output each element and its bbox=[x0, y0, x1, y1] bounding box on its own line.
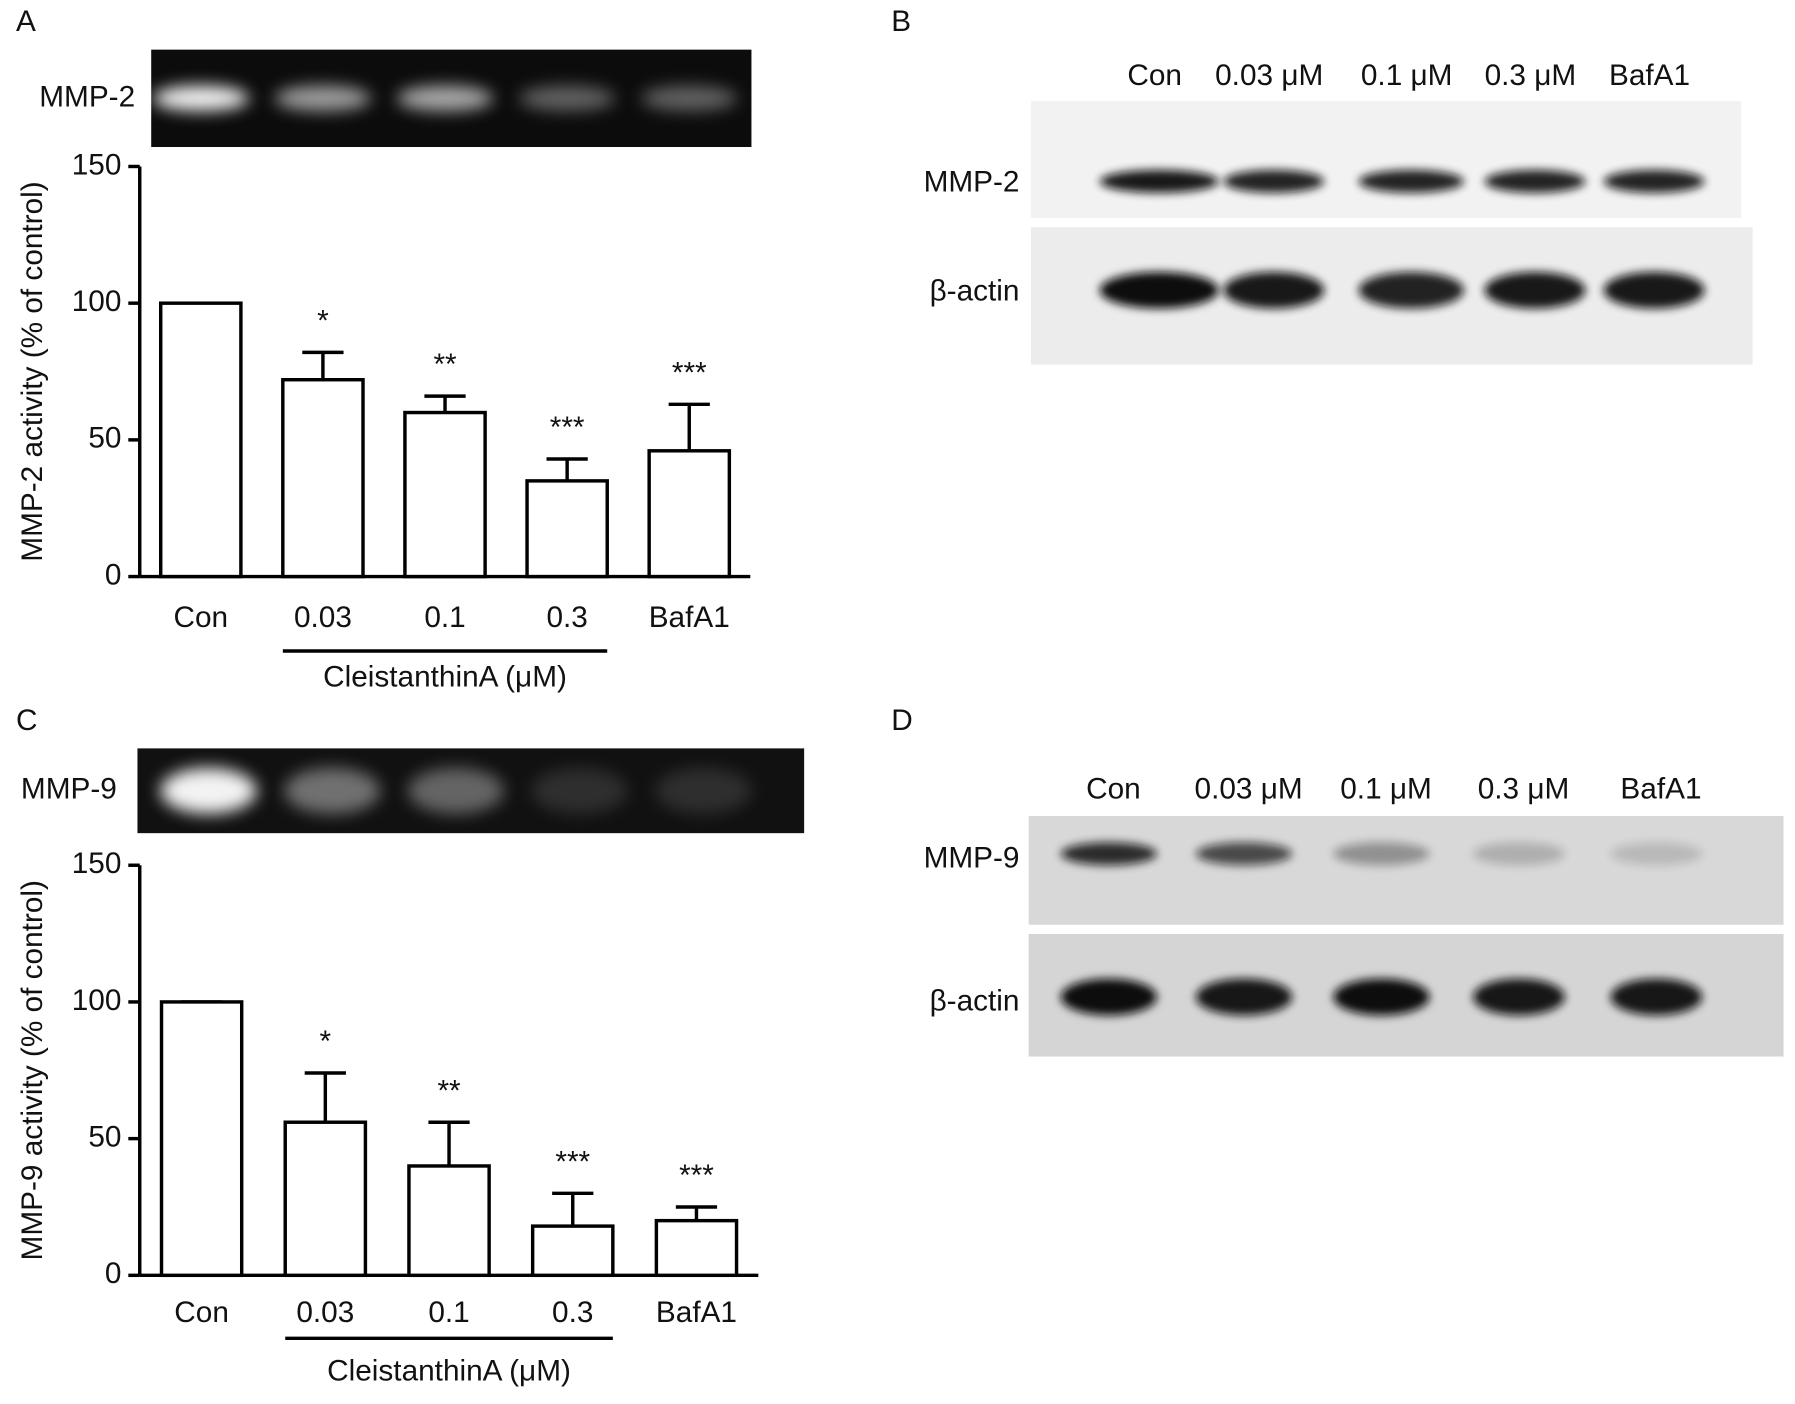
y-axis-label: MMP-2 activity (% of control) bbox=[16, 181, 49, 561]
bar bbox=[407, 1164, 491, 1278]
significance: ** bbox=[437, 1074, 461, 1107]
gel-band bbox=[531, 767, 628, 814]
gel-band bbox=[519, 85, 616, 111]
y-axis-label: MMP-9 activity (% of control) bbox=[16, 880, 49, 1260]
gel-band bbox=[284, 767, 381, 814]
y-tick-label: 150 bbox=[72, 148, 122, 181]
gel-band bbox=[396, 85, 494, 111]
blot-band bbox=[1333, 842, 1430, 866]
gel-label: MMP-9 bbox=[21, 773, 117, 806]
panel-label: D bbox=[891, 704, 913, 737]
significance: *** bbox=[679, 1159, 714, 1192]
significance: *** bbox=[672, 356, 707, 389]
y-tick-label: 100 bbox=[72, 984, 122, 1017]
bar bbox=[654, 1218, 739, 1278]
significance: ** bbox=[433, 348, 457, 381]
blot-band bbox=[1484, 271, 1586, 309]
y-tick-label: 0 bbox=[105, 558, 122, 591]
y-tick-label: 50 bbox=[88, 422, 121, 455]
y-tick-label: 50 bbox=[88, 1120, 121, 1153]
lane-label: Con bbox=[1127, 59, 1182, 92]
blot-band bbox=[1223, 271, 1325, 309]
y-tick-label: 0 bbox=[105, 1257, 122, 1290]
blot-band bbox=[1099, 169, 1219, 193]
blot-band bbox=[1223, 169, 1325, 193]
blot-band bbox=[1603, 271, 1705, 309]
bar bbox=[281, 378, 365, 579]
significance: * bbox=[320, 1025, 332, 1058]
blot-band bbox=[1484, 169, 1586, 193]
blot-band bbox=[1060, 978, 1157, 1016]
row-label: MMP-2 bbox=[924, 166, 1020, 199]
panel-label: A bbox=[16, 5, 36, 38]
blot-band bbox=[1358, 271, 1464, 309]
significance: * bbox=[317, 304, 329, 337]
panel-label: B bbox=[891, 5, 911, 38]
x-tick-label: BafA1 bbox=[649, 601, 730, 634]
lane-label: 0.3 μM bbox=[1478, 773, 1570, 806]
blot-band bbox=[1195, 978, 1293, 1016]
x-tick-label: 0.3 bbox=[546, 601, 587, 634]
significance: *** bbox=[550, 411, 585, 444]
row-label: β-actin bbox=[930, 274, 1020, 307]
bar bbox=[159, 1000, 244, 1278]
bar bbox=[158, 301, 243, 579]
blot-band bbox=[1610, 842, 1703, 866]
gel-band bbox=[641, 85, 738, 111]
x-tick-label: BafA1 bbox=[656, 1296, 737, 1329]
bar bbox=[403, 410, 487, 579]
gel-band bbox=[655, 767, 752, 814]
gel-band bbox=[274, 85, 372, 111]
blot-band bbox=[1610, 978, 1703, 1016]
y-tick-label: 100 bbox=[72, 285, 122, 318]
blot-band bbox=[1060, 842, 1157, 866]
bar bbox=[530, 1224, 615, 1278]
row-label: β-actin bbox=[930, 985, 1020, 1018]
lane-label: Con bbox=[1086, 773, 1141, 806]
x-tick-label: 0.03 bbox=[296, 1296, 354, 1329]
lane-label: 0.03 μM bbox=[1215, 59, 1323, 92]
bar bbox=[525, 479, 609, 579]
lane-label: 0.1 μM bbox=[1361, 59, 1453, 92]
gel-band bbox=[160, 767, 257, 814]
row-label: MMP-9 bbox=[924, 841, 1020, 874]
blot-band bbox=[1603, 169, 1705, 193]
blot-band bbox=[1099, 271, 1219, 309]
significance: *** bbox=[555, 1145, 590, 1178]
gel-label: MMP-2 bbox=[39, 81, 135, 114]
lane-label: 0.03 μM bbox=[1195, 773, 1303, 806]
bar bbox=[283, 1120, 368, 1278]
lane-label: 0.3 μM bbox=[1485, 59, 1577, 92]
group-label: CleistanthinA (μM) bbox=[323, 660, 567, 693]
lane-label: BafA1 bbox=[1620, 773, 1701, 806]
blot-band bbox=[1195, 842, 1293, 866]
x-tick-label: 0.1 bbox=[428, 1296, 469, 1329]
blot-strip bbox=[1028, 815, 1784, 925]
blot-band bbox=[1473, 842, 1565, 866]
lane-label: BafA1 bbox=[1609, 59, 1690, 92]
x-tick-label: 0.03 bbox=[294, 601, 352, 634]
x-tick-label: Con bbox=[174, 1296, 229, 1329]
panel-label: C bbox=[16, 704, 37, 737]
x-tick-label: Con bbox=[174, 601, 229, 634]
blot-band bbox=[1358, 169, 1464, 193]
x-tick-label: 0.3 bbox=[552, 1296, 593, 1329]
blot-strip bbox=[1030, 101, 1742, 219]
lane-label: 0.1 μM bbox=[1340, 773, 1432, 806]
blot-band bbox=[1473, 978, 1565, 1016]
blot-band bbox=[1333, 978, 1430, 1016]
gel-band bbox=[407, 767, 505, 814]
gel-band bbox=[152, 85, 249, 111]
x-tick-label: 0.1 bbox=[424, 601, 465, 634]
bar bbox=[647, 449, 732, 579]
y-tick-label: 150 bbox=[72, 847, 122, 880]
group-label: CleistanthinA (μM) bbox=[327, 1355, 571, 1388]
